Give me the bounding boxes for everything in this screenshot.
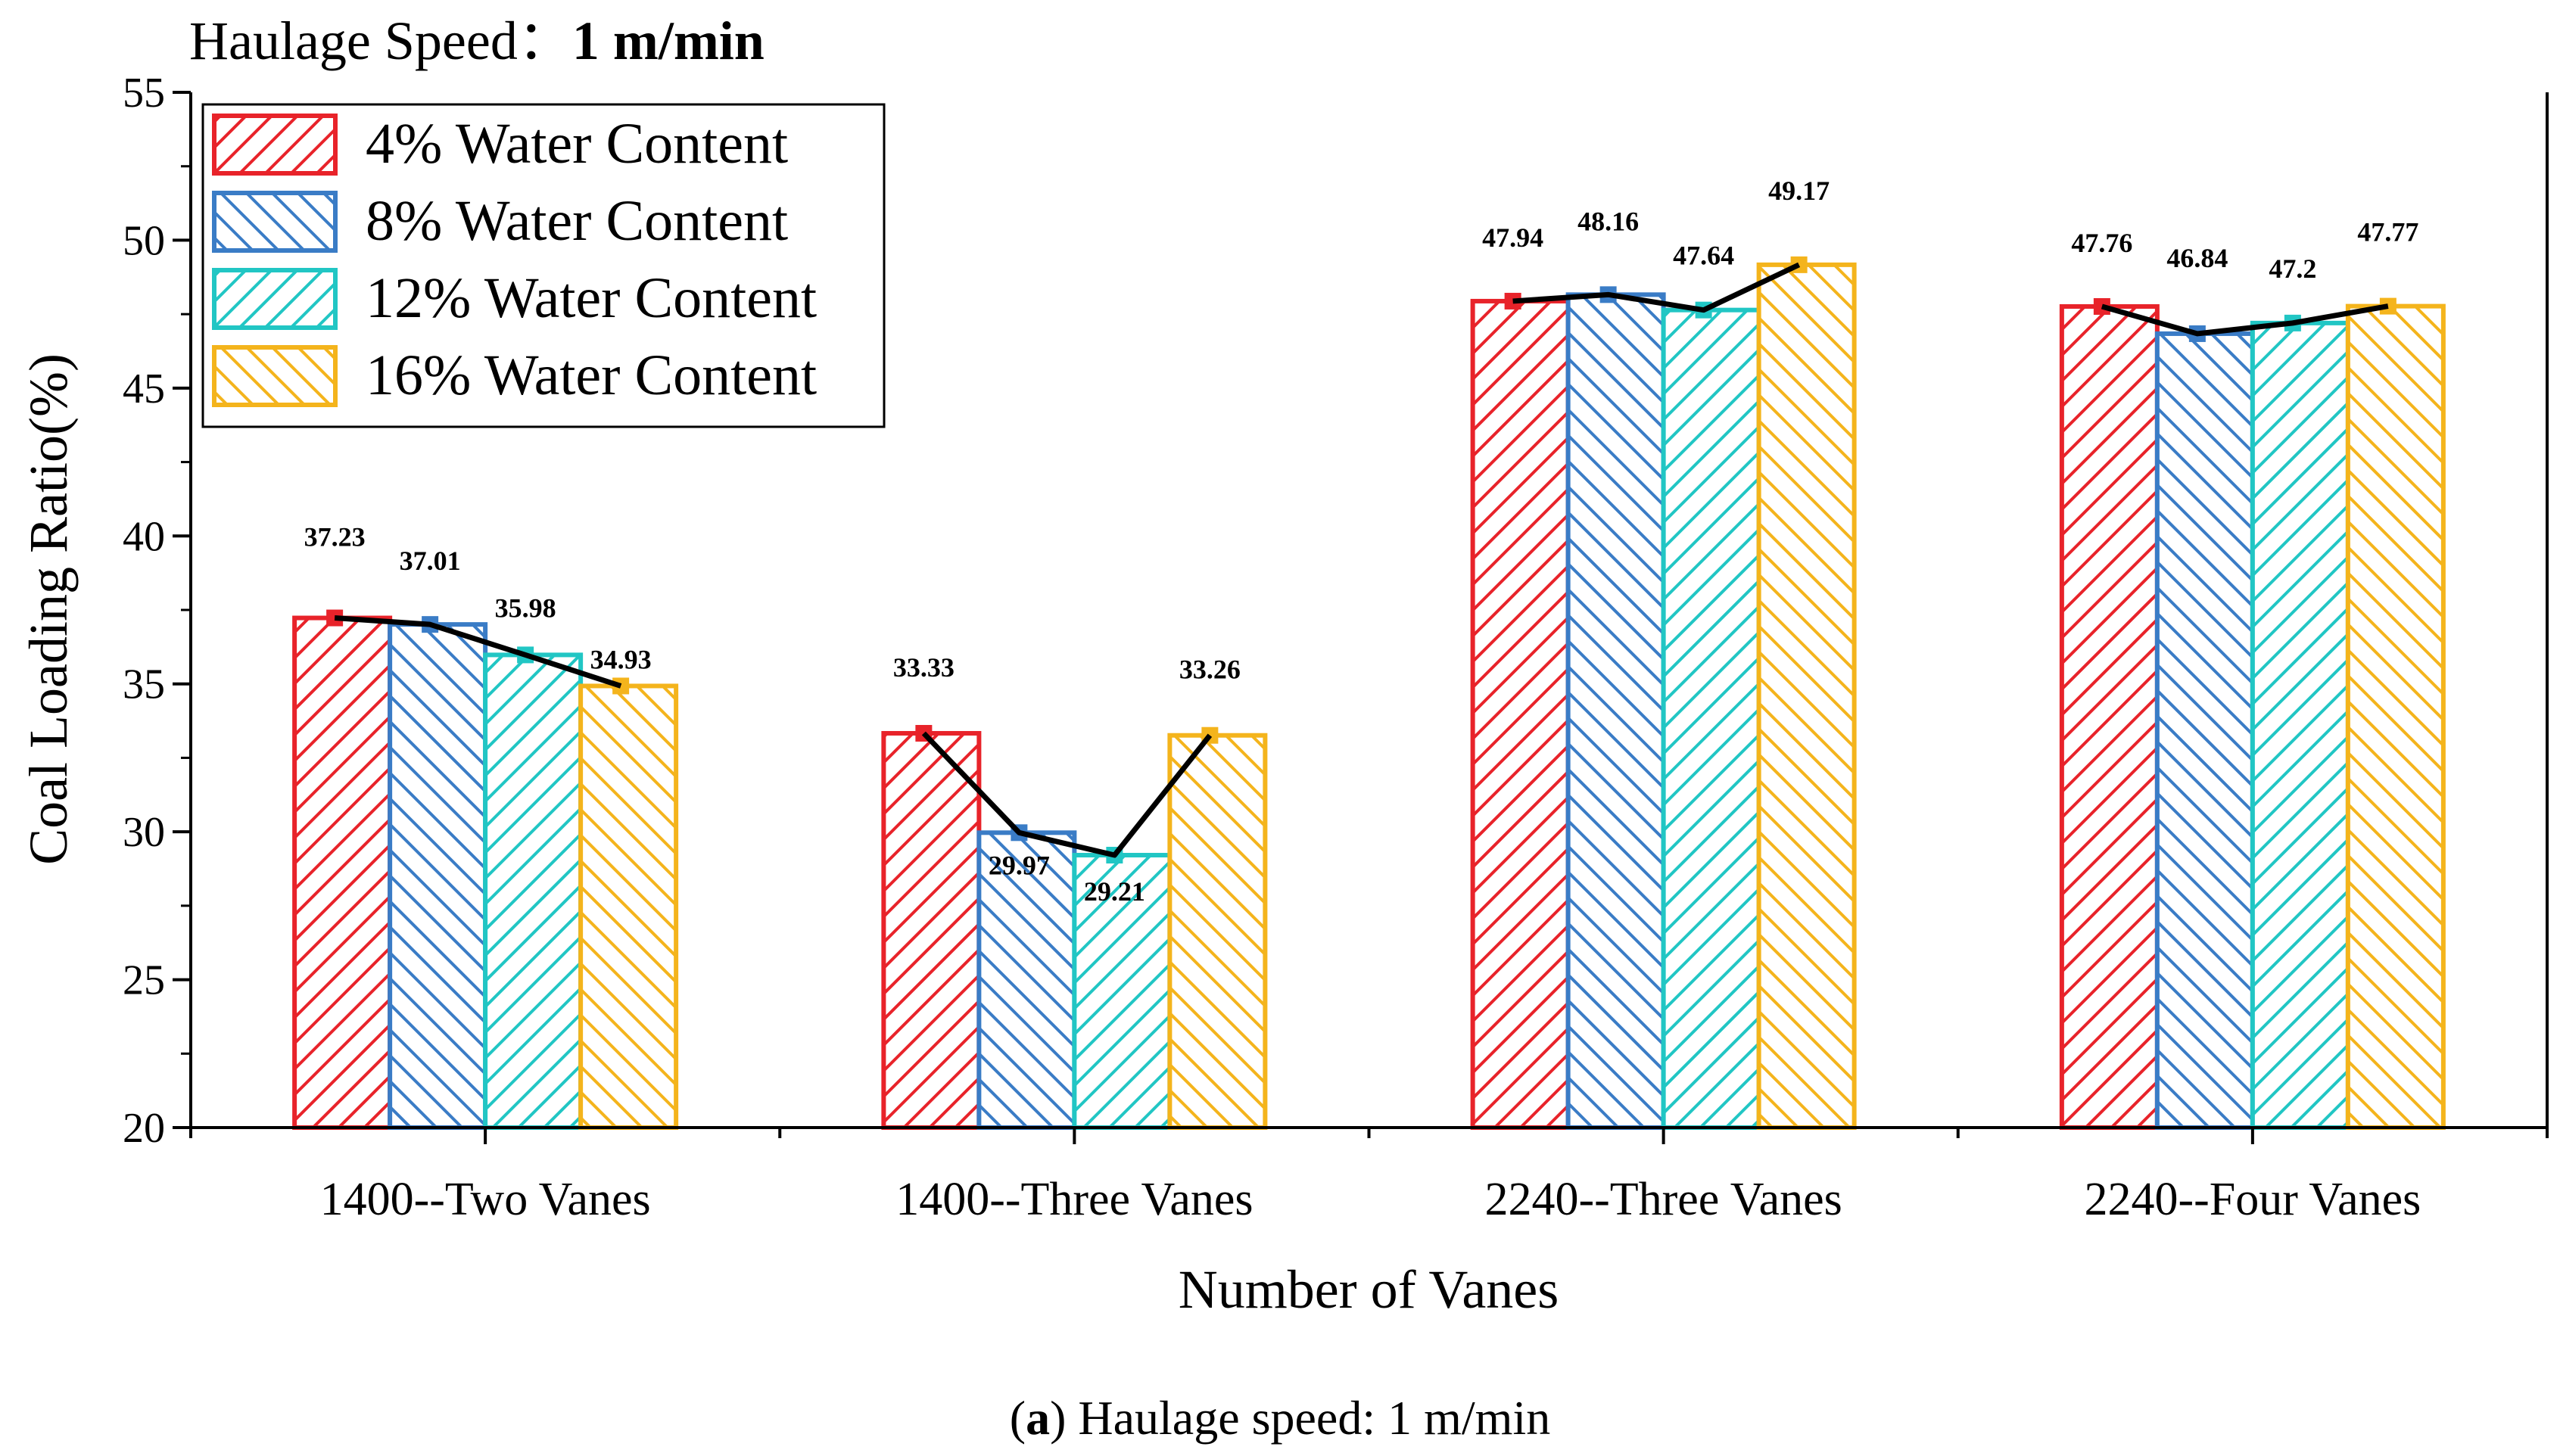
bar xyxy=(388,622,488,1130)
y-tick-label: 20 xyxy=(123,1105,165,1152)
y-ticks: 20 25 30 35 40 45 50 55 xyxy=(123,70,191,1152)
bar xyxy=(1756,262,1857,1130)
data-label: 47.94 xyxy=(1482,222,1543,253)
bar xyxy=(1661,307,1761,1130)
legend-label: 8% Water Content xyxy=(366,189,788,253)
data-label: 47.2 xyxy=(2269,254,2316,284)
bar xyxy=(1565,292,1666,1130)
legend-swatch xyxy=(212,268,338,330)
data-label: 37.01 xyxy=(400,546,461,576)
x-axis-title: Number of Vanes xyxy=(1179,1259,1559,1320)
bar xyxy=(1470,298,1571,1130)
y-tick-label: 25 xyxy=(123,957,165,1004)
y-tick-label: 40 xyxy=(123,513,165,560)
bar xyxy=(2059,303,2160,1130)
legend-label: 12% Water Content xyxy=(366,266,817,330)
chart-title-prefix: Haulage Speed： xyxy=(189,11,572,71)
bar xyxy=(2345,303,2446,1130)
y-tick-label: 35 xyxy=(123,661,165,708)
x-tick-label: 1400--Three Vanes xyxy=(895,1174,1253,1225)
caption-open-paren: ( xyxy=(1010,1391,1026,1445)
legend-swatch xyxy=(212,345,338,407)
bar xyxy=(881,730,982,1130)
trend-line xyxy=(1512,262,1801,313)
trend-line xyxy=(921,731,1213,858)
data-label: 47.76 xyxy=(2071,228,2132,258)
caption-letter: a xyxy=(1026,1391,1050,1445)
x-ticks: 1400--Two Vanes 1400--Three Vanes 2240--Th… xyxy=(189,1128,2549,1225)
figure-caption: (a) Haulage speed: 1 m/min xyxy=(1010,1391,1550,1445)
data-label: 35.98 xyxy=(495,593,556,623)
data-label: 29.97 xyxy=(989,850,1050,880)
data-label: 29.21 xyxy=(1084,876,1145,907)
trend-layer xyxy=(326,256,2396,864)
data-labels-layer: 37.23 37.01 35.98 34.93 33.33 29.97 29.21 33.26… xyxy=(304,176,2419,907)
bar xyxy=(2250,320,2350,1131)
bar xyxy=(292,615,393,1130)
chart-title-value: 1 m/min xyxy=(572,11,765,71)
data-label: 49.17 xyxy=(1768,176,1830,206)
data-label: 46.84 xyxy=(2166,243,2228,273)
legend-label: 16% Water Content xyxy=(366,344,817,407)
data-label: 47.64 xyxy=(1673,241,1734,271)
bar xyxy=(1167,733,1268,1130)
y-tick-label: 30 xyxy=(123,809,165,856)
data-label: 33.33 xyxy=(893,652,955,683)
x-tick-label: 2240--Four Vanes xyxy=(2084,1174,2421,1225)
trend-line xyxy=(334,615,622,689)
caption-close-paren: ) xyxy=(1050,1391,1066,1445)
legend-label: 4% Water Content xyxy=(366,112,788,176)
data-label: 33.26 xyxy=(1179,655,1241,685)
data-label: 47.77 xyxy=(2357,217,2418,247)
y-axis-title: Coal Loading Ratio(%) xyxy=(18,353,79,865)
y-tick-label: 55 xyxy=(123,70,165,117)
bar xyxy=(976,830,1077,1130)
chart-title: Haulage Speed：1 m/min xyxy=(189,11,765,71)
data-label: 48.16 xyxy=(1577,206,1639,236)
x-tick-label: 1400--Two Vanes xyxy=(320,1174,651,1225)
y-tick-label: 50 xyxy=(123,217,165,264)
bar xyxy=(2154,331,2255,1130)
legend-swatch xyxy=(212,114,338,176)
y-tick-label: 45 xyxy=(123,366,165,412)
legend-items: 4% Water Content 8% Water Content 12% Wate… xyxy=(212,112,817,407)
bar xyxy=(578,683,679,1130)
caption-text: Haulage speed: 1 m/min xyxy=(1066,1391,1550,1445)
data-label: 37.23 xyxy=(304,522,366,552)
legend-swatch xyxy=(212,191,338,253)
trend-line xyxy=(2101,303,2389,337)
data-label: 34.93 xyxy=(590,644,652,674)
legend: 4% Water Content 8% Water Content 12% Wate… xyxy=(201,103,886,428)
x-tick-label: 2240--Three Vanes xyxy=(1484,1174,1842,1225)
bar xyxy=(483,652,584,1130)
